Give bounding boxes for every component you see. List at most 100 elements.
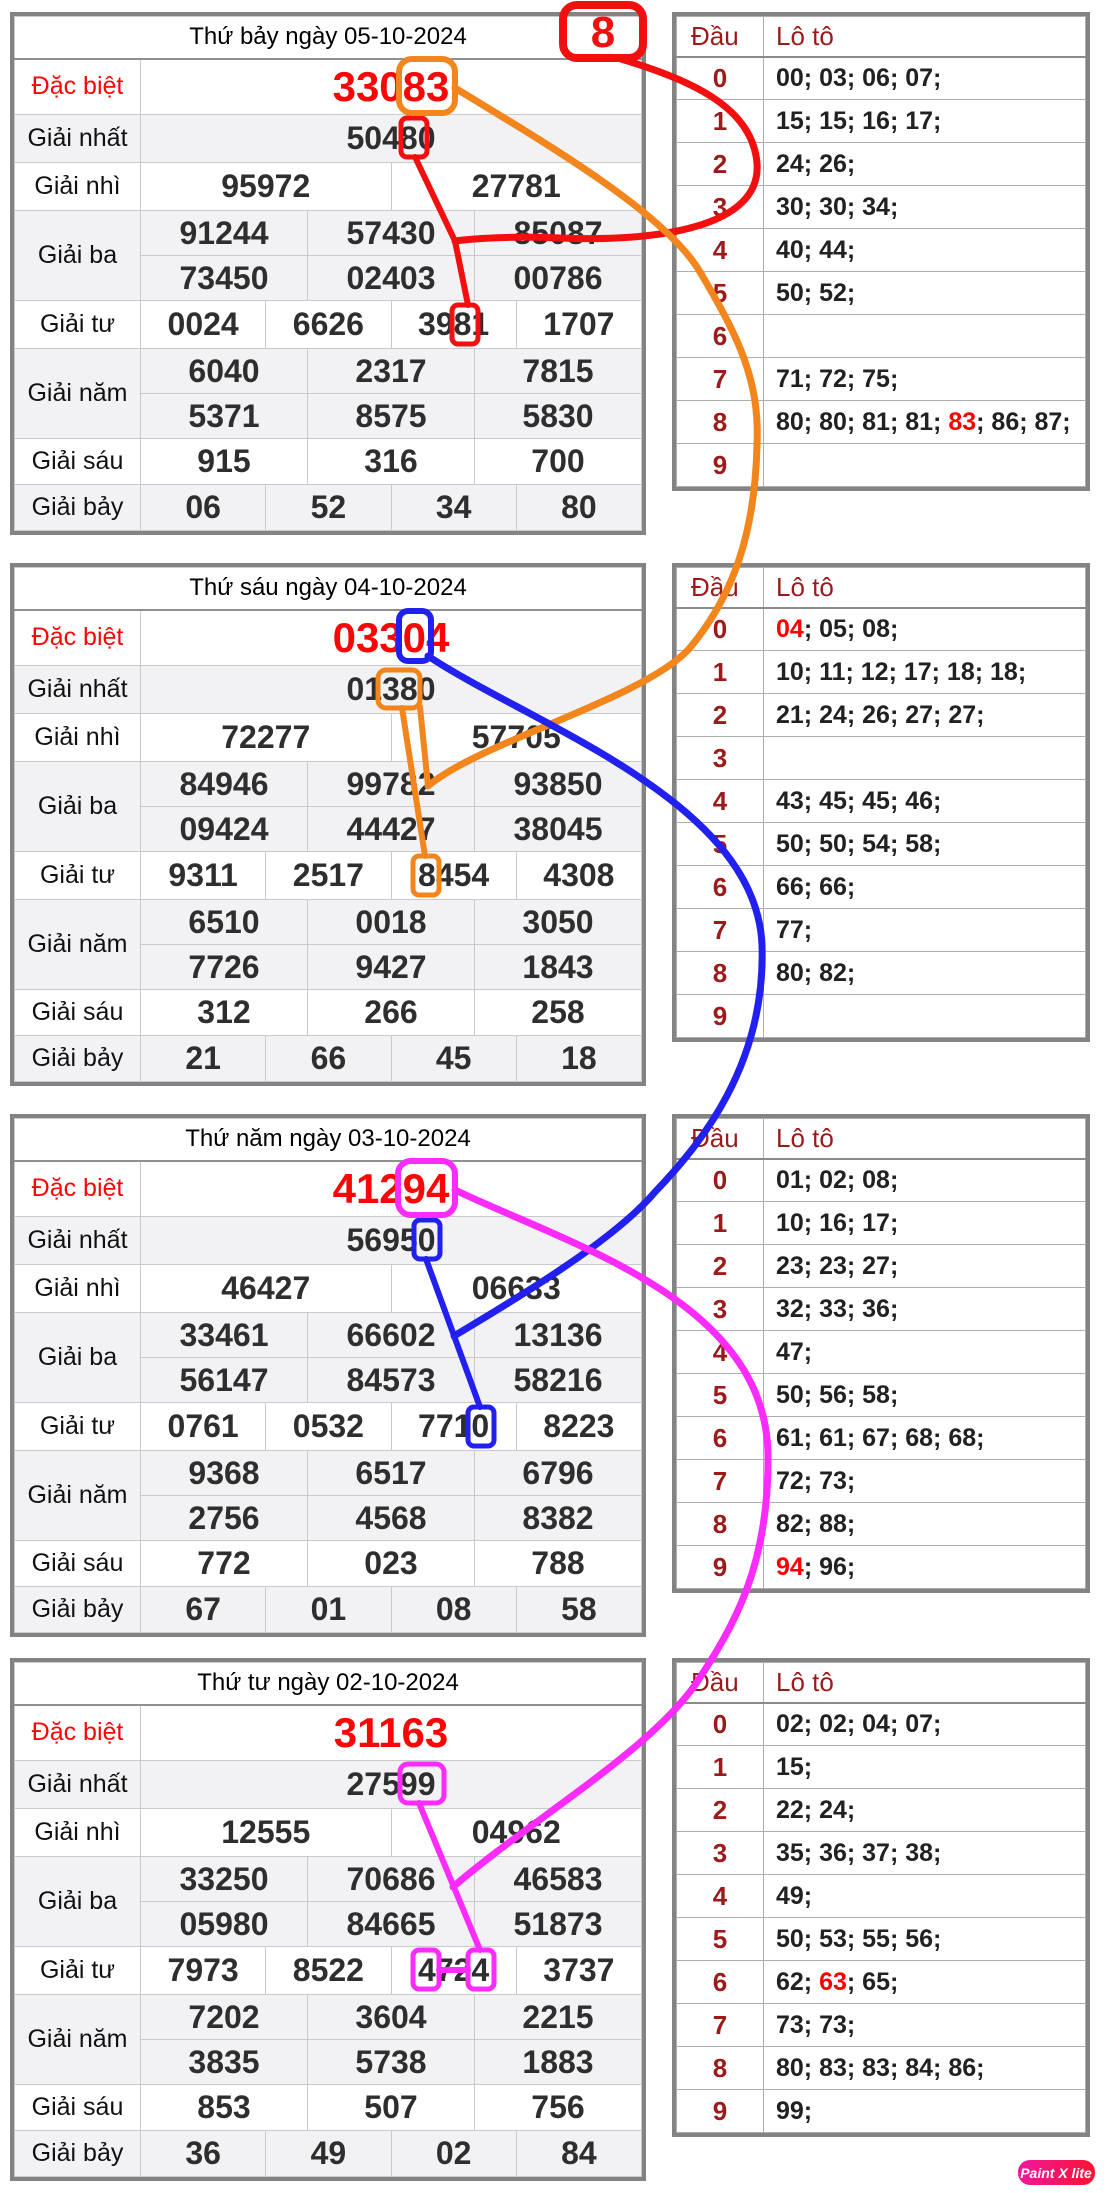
prize-label-third: Giải ba	[14, 1856, 141, 1947]
lottery-result-table: Thứ tư ngày 02-10-2024 Đặc biệt 31163 Gi…	[10, 1658, 646, 2181]
prize-value: 6796	[474, 1450, 642, 1496]
loto-text: 32; 33; 36;	[776, 1294, 899, 1323]
prize-value: 9368	[140, 1450, 308, 1496]
dau-digit: 2	[676, 142, 764, 186]
table-row: Giải ba 91244 57430 85087	[14, 210, 642, 301]
loto-values: 24; 26;	[763, 142, 1086, 186]
dau-digit: 4	[676, 779, 764, 823]
dau-row: 7 71; 72; 75;	[676, 357, 1086, 401]
prize-value: 5830	[474, 393, 642, 439]
prize-value: 6510	[140, 899, 308, 945]
prize-value: 312	[140, 989, 308, 1036]
dau-digit: 1	[676, 99, 764, 143]
prize-value: 2317	[307, 348, 475, 394]
prize-table: Thứ năm ngày 03-10-2024 Đặc biệt 41294 G…	[14, 1118, 643, 1633]
loto-text: 10; 11; 12; 17; 18; 18;	[776, 657, 1027, 686]
draw-block-right-1: Đầu Lô tô 0 00; 03; 06; 07; 1 15; 15; 16; …	[672, 12, 1090, 491]
prize-value: 46583	[474, 1856, 642, 1902]
prize-value: 44427	[307, 806, 475, 852]
dau-row: 4 49;	[676, 1874, 1086, 1918]
loto-text: 50; 52;	[776, 278, 856, 307]
special-prize-value: 03304	[140, 609, 642, 666]
prize-value: 02	[390, 2130, 517, 2177]
prize-value: 00786	[474, 255, 642, 301]
loto-text: 73; 73;	[776, 2010, 856, 2039]
draw-block-left-2: Thứ sáu ngày 04-10-2024 Đặc biệt 03304 G…	[10, 563, 646, 1086]
prize-value: 7973	[139, 1946, 267, 1995]
lottery-result-table: Thứ năm ngày 03-10-2024 Đặc biệt 41294 G…	[10, 1114, 646, 1637]
prize-label-seventh: Giải bảy	[14, 484, 141, 531]
dau-row: 1 10; 11; 12; 17; 18; 18;	[676, 650, 1086, 694]
dau-row: 0 00; 03; 06; 07;	[676, 56, 1086, 100]
loto-values: 47;	[763, 1330, 1086, 1374]
dau-digit: 4	[676, 1874, 764, 1918]
prize-value: 01380	[140, 665, 642, 714]
prize-label-fourth: Giải tư	[14, 1946, 141, 1995]
loto-values: 02; 02; 04; 07;	[763, 1702, 1086, 1746]
prize-value: 700	[474, 438, 642, 485]
loto-text: 24; 26;	[776, 149, 856, 178]
dau-digit: 5	[676, 271, 764, 315]
prize-value: 52	[265, 484, 392, 531]
prize-value: 66	[265, 1035, 392, 1082]
prize-table: Thứ bảy ngày 05-10-2024 Đặc biệt 33083 G…	[14, 16, 643, 531]
loto-text: 61; 61; 67; 68; 68;	[776, 1423, 985, 1452]
prize-value: 12555	[140, 1808, 392, 1857]
prize-value: 84665	[307, 1901, 475, 1947]
loto-text: 62;	[776, 1967, 820, 1996]
loto-values	[763, 994, 1086, 1038]
watermark-background	[1018, 2160, 1095, 2185]
prize-value: 788	[474, 1540, 642, 1587]
dau-row: 6 66; 66;	[676, 865, 1086, 909]
table-row: Giải nhất 27599	[14, 1760, 642, 1809]
prize-value: 915	[140, 438, 308, 485]
prize-value: 1883	[474, 2039, 642, 2085]
loto-values	[763, 736, 1086, 780]
prize-value: 84573	[307, 1357, 475, 1403]
prize-value: 84	[515, 2130, 643, 2177]
prize-label-sixth: Giải sáu	[14, 2084, 141, 2131]
prize-value: 2517	[265, 851, 392, 900]
prize-value: 6040	[140, 348, 308, 394]
prize-value: 34	[390, 484, 517, 531]
prize-label-first: Giải nhất	[14, 1760, 141, 1809]
dau-digit: 3	[676, 185, 764, 229]
dau-row: 1 15;	[676, 1745, 1086, 1789]
loto-text: 66; 66;	[776, 872, 856, 901]
dau-digit: 0	[676, 1702, 764, 1746]
draw-block-right-4: Đầu Lô tô 0 02; 02; 04; 07; 1 15; 2 22; 24;…	[672, 1658, 1090, 2137]
table-row: Giải bảy 67 01 08 58	[14, 1586, 643, 1633]
loto-values: 71; 72; 75;	[763, 357, 1086, 401]
prize-value: 8223	[515, 1402, 643, 1451]
table-row: Đặc biệt 03304	[14, 609, 642, 666]
loto-values: 10; 16; 17;	[763, 1201, 1086, 1245]
prize-label-sixth: Giải sáu	[14, 438, 141, 485]
loto-text: ; 05; 08;	[803, 614, 899, 643]
loto-values: 15; 15; 16; 17;	[763, 99, 1086, 143]
dau-digit: 3	[676, 1287, 764, 1331]
loto-values: 80; 80; 81; 81; 83; 86; 87;	[763, 400, 1086, 444]
prize-value: 7202	[140, 1994, 308, 2040]
table-row: Giải nhì 46427 06633	[14, 1264, 642, 1313]
dau-header-row: Đầu Lô tô	[676, 16, 1086, 58]
prize-value: 51873	[474, 1901, 642, 1947]
prize-value: 56147	[140, 1357, 308, 1403]
loto-text: 00; 03; 06; 07;	[776, 63, 942, 92]
loto-values: 23; 23; 27;	[763, 1244, 1086, 1288]
table-row: Giải tư 0761 0532 7710 8223	[14, 1402, 643, 1451]
loto-text: 35; 36; 37; 38;	[776, 1838, 942, 1867]
loto-values: 99;	[763, 2089, 1086, 2133]
prize-label-special: Đặc biệt	[14, 1160, 141, 1217]
dau-table: Đầu Lô tô 0 01; 02; 08; 1 10; 16; 17; 2 23;…	[676, 1118, 1086, 1589]
prize-value: 0024	[139, 300, 267, 349]
prize-value: 8522	[265, 1946, 392, 1995]
prize-value: 67	[139, 1586, 267, 1633]
loto-values: 73; 73;	[763, 2003, 1086, 2047]
prize-value: 49	[265, 2130, 392, 2177]
table-row: Giải bảy 06 52 34 80	[14, 484, 643, 531]
table-row: Giải nhất 01380	[14, 665, 642, 714]
dau-digit: 3	[676, 736, 764, 780]
loto-text: 22; 24;	[776, 1795, 856, 1824]
table-row: Đặc biệt 33083	[14, 58, 642, 115]
prize-value: 27781	[390, 162, 642, 211]
